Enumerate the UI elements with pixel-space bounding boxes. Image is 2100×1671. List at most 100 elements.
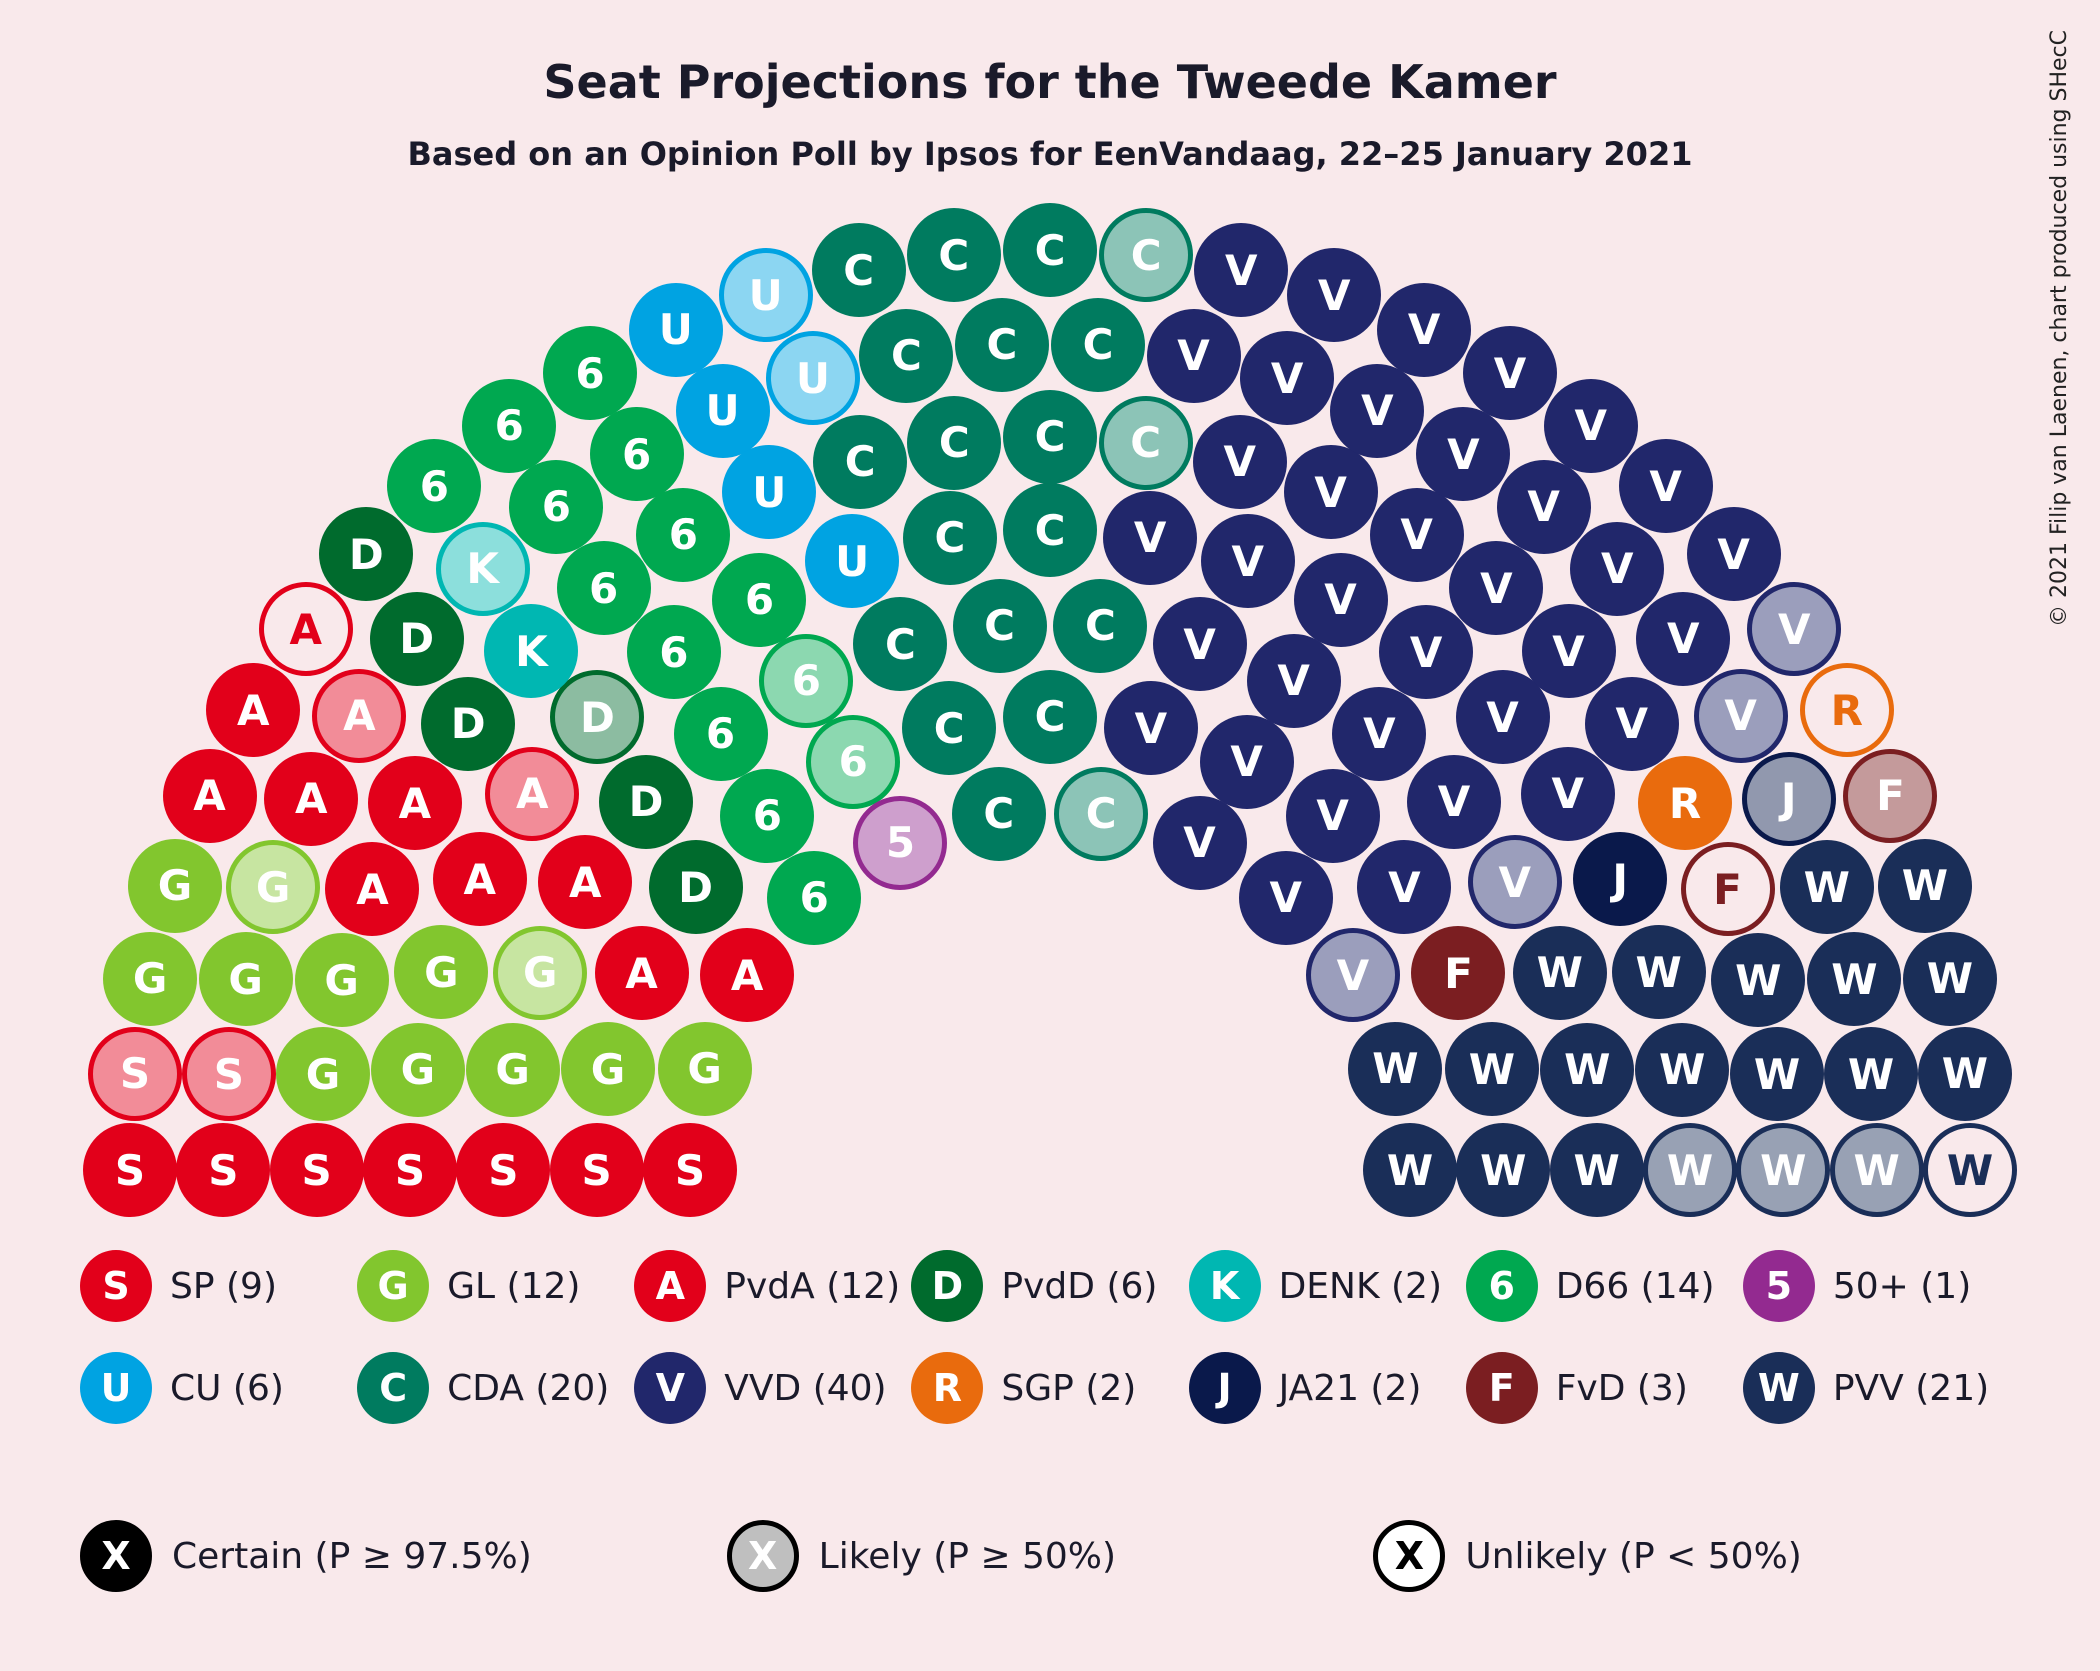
seat-letter: A <box>289 605 322 654</box>
seat-letter: 6 <box>800 873 829 922</box>
seat-letter: V <box>1277 656 1310 705</box>
seat-letter: W <box>1564 1045 1610 1094</box>
seat-letter: C <box>1035 692 1066 741</box>
seat-letter: V <box>1410 628 1443 677</box>
seat-letter: D <box>349 530 384 579</box>
seat: V <box>1284 445 1378 539</box>
seat-letter: C <box>1035 506 1066 555</box>
legend-item: FFvD (3) <box>1466 1352 1743 1424</box>
seat-letter: V <box>1324 575 1357 624</box>
seat: W <box>1513 926 1607 1020</box>
legend-label: JA21 (2) <box>1279 1368 1422 1409</box>
legend-dot: D <box>911 1250 983 1322</box>
probability-dot: X <box>727 1520 799 1592</box>
legend-label: FvD (3) <box>1556 1368 1688 1409</box>
seat: V <box>1747 582 1841 676</box>
seat: 6 <box>806 715 900 809</box>
legend-dot: 6 <box>1466 1250 1538 1322</box>
seat-letter: K <box>466 544 499 593</box>
seat: S <box>363 1123 457 1217</box>
seat-letter: 6 <box>495 401 524 450</box>
seat: D <box>421 677 515 771</box>
seat: C <box>952 767 1046 861</box>
seat: U <box>805 514 899 608</box>
seat: V <box>1468 835 1562 929</box>
seat: D <box>550 670 644 764</box>
seat-letter: V <box>1447 430 1480 479</box>
seat: C <box>1051 298 1145 392</box>
seat: W <box>1923 1123 2017 1217</box>
seat: G <box>199 932 293 1026</box>
seat: V <box>1585 677 1679 771</box>
chart-stage: Seat Projections for the Tweede Kamer Ba… <box>0 0 2100 1671</box>
seat: V <box>1544 379 1638 473</box>
seat-letter: D <box>678 863 713 912</box>
legend-dot: W <box>1743 1352 1815 1424</box>
seat: W <box>1807 932 1901 1026</box>
seat: A <box>206 663 300 757</box>
seat-letter: V <box>1400 510 1433 559</box>
seat-letter: V <box>1230 737 1263 786</box>
seat: V <box>1330 364 1424 458</box>
seat-letter: V <box>1271 354 1304 403</box>
seat-letter: S <box>395 1146 425 1195</box>
seat: R <box>1800 663 1894 757</box>
seat: V <box>1357 840 1451 934</box>
legend-dot: J <box>1189 1352 1261 1424</box>
seat: W <box>1878 839 1972 933</box>
seat-letter: V <box>1574 401 1607 450</box>
seat-letter: V <box>1499 858 1532 907</box>
legend-item: APvdA (12) <box>634 1250 911 1322</box>
seat-letter: 6 <box>753 791 782 840</box>
legend-item: SSP (9) <box>80 1250 357 1322</box>
seat-letter: A <box>399 779 432 828</box>
seat: W <box>1363 1123 1457 1217</box>
seat-letter: V <box>1135 704 1168 753</box>
seat-letter: C <box>885 620 916 669</box>
seat-letter: V <box>1527 482 1560 531</box>
seat-letter: 6 <box>542 482 571 531</box>
seat: V <box>1240 331 1334 425</box>
seat: C <box>907 208 1001 302</box>
seat: W <box>1730 1027 1824 1121</box>
seat: C <box>902 681 996 775</box>
seat-letter: 6 <box>589 564 618 613</box>
seat: F <box>1843 749 1937 843</box>
seat-letter: C <box>891 331 922 380</box>
probability-label: Certain (P ≥ 97.5%) <box>172 1536 532 1577</box>
seat: U <box>719 248 813 342</box>
seat: C <box>853 597 947 691</box>
seat-letter: V <box>1224 437 1257 486</box>
seat: V <box>1449 541 1543 635</box>
seat-letter: W <box>1848 1050 1894 1099</box>
seat-letter: V <box>1649 462 1682 511</box>
legend-label: PVV (21) <box>1833 1368 1989 1409</box>
seat-letter: V <box>1717 530 1750 579</box>
seat-letter: 6 <box>792 656 821 705</box>
seat-letter: S <box>488 1146 518 1195</box>
legend-label: PvdA (12) <box>724 1266 900 1307</box>
seat: 6 <box>674 687 768 781</box>
seat-letter: V <box>1316 791 1349 840</box>
seat: V <box>1687 507 1781 601</box>
seat: V <box>1103 491 1197 585</box>
legend-row: SSP (9)GGL (12)APvdA (12)DPvdD (6)KDENK … <box>80 1250 2020 1322</box>
hemicycle: SSSSSSSSSGGGGGGGGGGGGAAAAAAAAAAAADDDDDDK… <box>0 170 2100 1210</box>
seat-letter: V <box>1183 620 1216 669</box>
seat-letter: S <box>208 1146 238 1195</box>
seat: G <box>658 1022 752 1116</box>
seat-letter: W <box>1804 863 1850 912</box>
chart-subtitle: Based on an Opinion Poll by Ipsos for Ee… <box>0 135 2100 173</box>
seat: V <box>1294 553 1388 647</box>
seat: 5 <box>853 796 947 890</box>
seat-letter: F <box>1713 865 1742 914</box>
legend-item: UCU (6) <box>80 1352 357 1424</box>
seat-letter: 6 <box>659 628 688 677</box>
seat-letter: W <box>1902 861 1948 910</box>
legend-label: SP (9) <box>170 1266 277 1307</box>
seat-letter: S <box>120 1049 150 1098</box>
seat: 6 <box>767 851 861 945</box>
seat: 6 <box>509 460 603 554</box>
seat: G <box>226 840 320 934</box>
seat-letter: V <box>1486 693 1519 742</box>
